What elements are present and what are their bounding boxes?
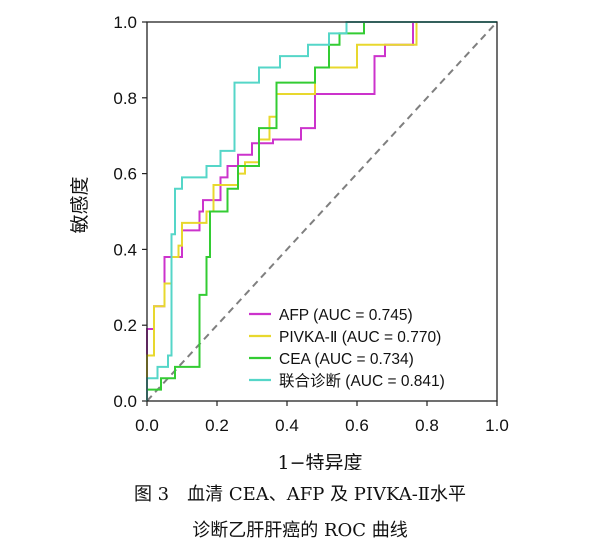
figure-caption-line-1: 图 3 血清 CEA、AFP 及 PIVKA-Ⅱ水平 [133,484,467,505]
y-tick-label: 0.8 [113,89,137,108]
y-tick-label: 0.4 [113,240,137,259]
figure-caption-line-2: 诊断乙肝肝癌的 ROC 曲线 [192,520,408,541]
x-tick-label: 1.0 [485,416,509,435]
x-tick-label: 0.6 [345,416,369,435]
reference-diagonal-line [146,21,498,402]
legend: AFP (AUC = 0.745) PIVKA-Ⅱ (AUC = 0.770) CE… [249,307,445,390]
roc-chart: 0.0 0.2 0.4 0.6 0.8 1.0 0.0 0.2 0.4 0.6 0.8 1.0 AFP… [69,13,509,470]
y-tick-label: 0.6 [113,165,137,184]
y-tick-label: 0.0 [113,392,137,411]
plot-frame [146,21,498,402]
legend-entry: 联合诊断 (AUC = 0.841) [279,372,445,390]
legend-entry: PIVKA-Ⅱ (AUC = 0.770) [279,329,441,346]
y-axis-label: 敏感度 [69,176,91,233]
reference-diagonal [146,21,498,402]
axes: 0.0 0.2 0.4 0.6 0.8 1.0 0.0 0.2 0.4 0.6 0.8 1.0 [113,13,508,435]
x-tick-label: 0.0 [135,416,159,435]
roc-curves [146,21,497,401]
y-tick-label: 1.0 [113,13,137,32]
x-tick-label: 0.4 [275,416,299,435]
y-tick-label: 0.2 [113,316,137,335]
roc-curve-4 [146,21,497,401]
legend-entry: CEA (AUC = 0.734) [279,351,414,368]
legend-entry: AFP (AUC = 0.745) [279,307,413,324]
x-tick-label: 0.2 [205,416,229,435]
x-axis-label: 1−特异度 [277,452,362,470]
roc-curve-3 [146,21,497,401]
x-tick-label: 0.8 [415,416,439,435]
